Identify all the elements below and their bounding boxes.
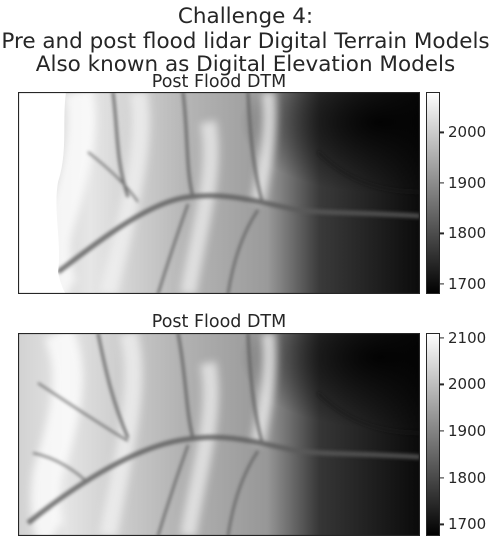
panel-2-colorbar — [426, 333, 440, 536]
colorbar-2-tick-mark — [440, 337, 444, 339]
colorbar-2-tick-mark — [440, 477, 444, 479]
colorbar-1-tick-mark — [440, 131, 444, 133]
figure-title-line-3: Also known as Digital Elevation Models — [35, 52, 456, 77]
colorbar-1-tick-label: 1700 — [448, 274, 487, 293]
colorbar-2-tick-label: 1700 — [448, 515, 487, 534]
colorbar-1-tick-label: 1800 — [448, 224, 487, 243]
colorbar-2-tick-label: 1800 — [448, 468, 487, 487]
colorbar-2-tick-label: 2100 — [448, 328, 487, 347]
colorbar-1-tick-mark — [440, 283, 444, 285]
colorbar-2-tick-mark — [440, 523, 444, 525]
colorbar-2-tick-label: 1900 — [448, 422, 487, 440]
colorbar-1-tick-mark — [440, 182, 444, 184]
panel-1-heatmap — [18, 92, 420, 294]
colorbar-2-tick-mark — [440, 430, 444, 432]
figure-title-line-2: Pre and post flood lidar Digital Terrain… — [1, 29, 490, 54]
colorbar-1-tick-label: 1900 — [448, 173, 487, 192]
colorbar-2-tick-label: 2000 — [448, 375, 487, 394]
panel-1-title: Post Flood DTM — [151, 72, 287, 92]
panel-1-colorbar — [426, 92, 440, 294]
colorbar-1-tick-mark — [440, 232, 444, 234]
panel-2-heatmap — [18, 333, 420, 536]
figure-title-line-1: Challenge 4: — [177, 4, 314, 29]
colorbar-1-tick-label: 2000 — [448, 123, 487, 142]
panel-2-title: Post Flood DTM — [151, 312, 287, 332]
colorbar-2-tick-mark — [440, 383, 444, 385]
